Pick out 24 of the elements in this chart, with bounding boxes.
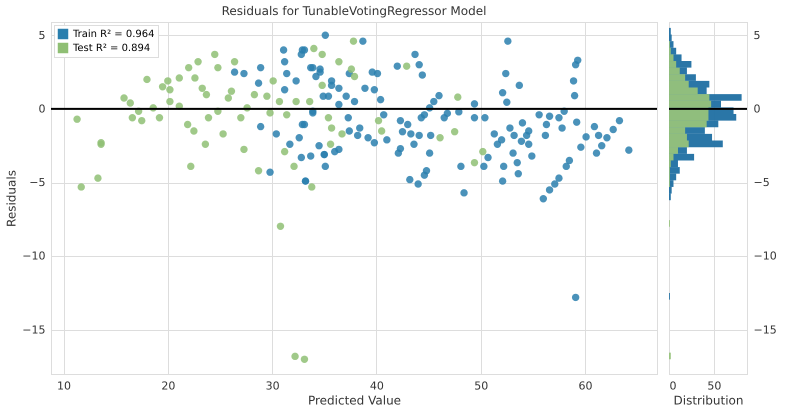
x-tick-label: 50 [474, 380, 488, 392]
y-tick-label: 0 [38, 102, 46, 116]
legend-label: Train R² = 0.964 [72, 29, 154, 40]
y-tick-label: 0 [754, 102, 760, 116]
legend-label: Test R² = 0.894 [72, 43, 150, 54]
y-tick-label: −10 [22, 250, 46, 263]
x-tick-label: 20 [161, 380, 176, 392]
y-tick-label: −15 [22, 323, 46, 336]
x-tick-label: 30 [266, 380, 280, 392]
y-tick-label: −5 [754, 176, 770, 190]
chart-title: Residuals for TunableVotingRegressor Model [222, 4, 486, 18]
x-axis-title: Distribution [673, 394, 744, 408]
x-tick-label: 50 [707, 380, 722, 392]
y-tick-label: −15 [754, 323, 777, 336]
x-tick-label: 60 [578, 380, 593, 392]
x-axis-title: Predicted Value [308, 394, 402, 408]
y-tick-label: −5 [29, 176, 46, 190]
x-tick-label: 0 [670, 380, 676, 392]
x-tick-label: 10 [57, 380, 72, 392]
x-tick-label: 40 [370, 380, 384, 392]
y-axis-title: Residuals [4, 170, 18, 227]
y-tick-label: 5 [754, 28, 760, 42]
y-tick-label: 5 [38, 28, 46, 42]
y-tick-label: −10 [754, 250, 777, 263]
